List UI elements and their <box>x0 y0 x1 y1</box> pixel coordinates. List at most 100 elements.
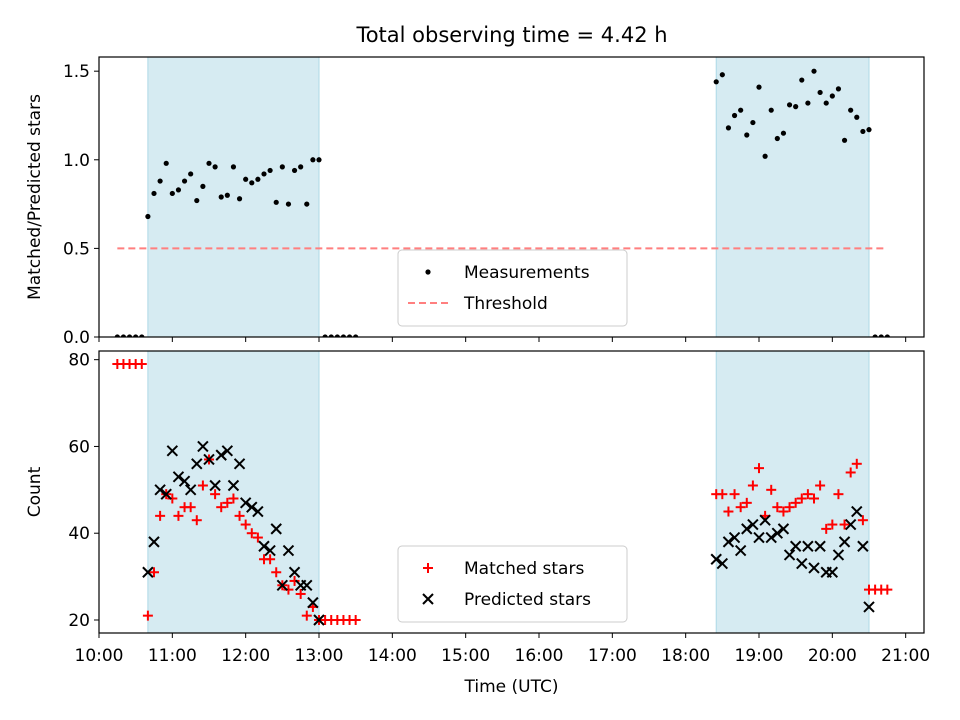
data-point <box>790 497 801 508</box>
data-point <box>731 112 738 119</box>
legend-label: Matched stars <box>464 559 584 579</box>
data-point <box>184 484 197 496</box>
data-point <box>738 107 744 113</box>
data-point <box>167 493 178 504</box>
data-point <box>833 489 844 500</box>
data-point <box>200 183 206 189</box>
legend-label: Threshold <box>463 294 548 314</box>
legend: Matched stars Predicted stars <box>397 545 628 623</box>
data-point <box>178 475 191 487</box>
x-tick-label: 16:00 <box>515 646 564 666</box>
data-point <box>835 86 842 92</box>
data-point <box>783 549 796 561</box>
data-point <box>882 584 893 595</box>
y-tick-label: 1.5 <box>63 62 90 82</box>
data-point <box>716 557 729 570</box>
data-point <box>719 72 725 78</box>
data-point <box>145 213 151 220</box>
data-point <box>142 566 154 578</box>
data-point <box>750 119 756 126</box>
data-point <box>826 566 839 578</box>
top-panel: 0.0 0.5 1.0 1.5 Matched/Predicted stars Measu… <box>25 56 925 348</box>
data-point <box>747 480 758 491</box>
data-point <box>729 489 740 500</box>
y-tick-label: 1.0 <box>63 151 90 171</box>
data-point <box>227 479 240 492</box>
legend-label: Predicted stars <box>464 590 591 610</box>
data-point <box>169 190 175 197</box>
data-point <box>307 596 319 609</box>
data-point <box>766 484 777 495</box>
data-point <box>809 493 819 504</box>
data-point <box>234 510 245 521</box>
data-point <box>851 505 863 518</box>
data-point <box>273 199 279 205</box>
data-point <box>149 567 159 578</box>
data-point <box>230 164 237 170</box>
data-point <box>350 614 361 625</box>
data-point <box>839 519 850 530</box>
data-point <box>777 523 790 535</box>
data-point <box>780 130 787 136</box>
x-tick-label: 17:00 <box>588 646 637 666</box>
x-tick-label: 15:00 <box>441 646 490 666</box>
data-point <box>754 463 764 474</box>
data-point <box>139 334 145 337</box>
x-tick-label: 18:00 <box>661 646 710 666</box>
data-point <box>784 502 795 513</box>
data-point <box>778 506 789 517</box>
data-point <box>802 489 813 500</box>
legend-swatch <box>423 563 433 573</box>
data-point <box>215 449 227 461</box>
data-point <box>157 178 163 184</box>
data-point <box>857 540 869 552</box>
data-point <box>872 334 878 337</box>
data-point <box>802 540 814 552</box>
data-point <box>221 445 234 457</box>
data-point <box>759 514 771 526</box>
data-point <box>172 471 185 483</box>
data-point <box>322 334 328 337</box>
series-measurements <box>114 68 890 337</box>
y-tick-label: 0.5 <box>63 239 90 259</box>
data-point <box>728 531 741 544</box>
series-matched-stars <box>112 359 893 625</box>
x-tick-label: 14:00 <box>368 646 417 666</box>
y-tick-label: 80 <box>68 351 90 371</box>
data-point <box>313 614 325 626</box>
data-point <box>710 553 722 565</box>
plot-area <box>114 57 890 337</box>
y-tick-label: 20 <box>68 611 90 631</box>
data-point <box>841 137 848 143</box>
data-point <box>188 171 194 177</box>
data-point <box>228 493 239 504</box>
data-point <box>811 68 817 74</box>
data-point <box>136 359 147 370</box>
data-point <box>854 114 860 120</box>
data-point <box>741 523 753 535</box>
data-point <box>151 190 157 197</box>
data-point <box>744 132 750 138</box>
x-tick-label: 21:00 <box>881 646 930 666</box>
data-point <box>786 102 793 108</box>
data-point <box>304 201 310 207</box>
data-point <box>209 479 221 492</box>
data-point <box>796 493 807 504</box>
data-point <box>258 540 270 552</box>
data-point <box>267 167 273 174</box>
data-point <box>282 544 295 557</box>
data-point <box>114 334 120 337</box>
data-point <box>878 334 884 337</box>
x-tick-label: 13:00 <box>295 646 344 666</box>
data-point <box>288 566 301 578</box>
data-point <box>316 157 322 163</box>
plot-area <box>112 351 893 633</box>
data-point <box>261 171 267 177</box>
data-point <box>240 519 251 530</box>
data-point <box>774 135 780 142</box>
data-point <box>717 489 728 500</box>
data-point <box>346 334 353 337</box>
data-point <box>771 527 784 539</box>
data-point <box>805 100 811 106</box>
